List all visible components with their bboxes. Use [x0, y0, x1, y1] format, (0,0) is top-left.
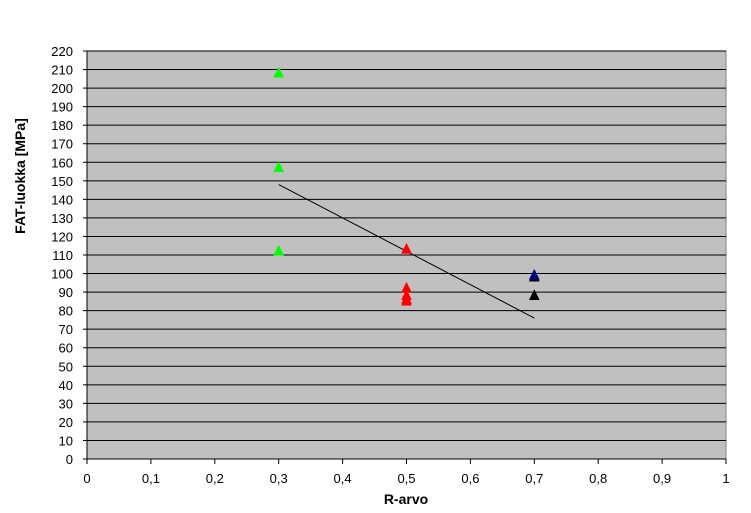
x-tick-label: 0,4: [334, 471, 352, 486]
y-tick-label: 0: [66, 452, 73, 467]
y-tick-label: 120: [51, 229, 73, 244]
data-point-triangle: [528, 268, 540, 280]
y-tick-label: 10: [59, 433, 73, 448]
y-tick-label: 140: [51, 192, 73, 207]
x-tick-label: 1: [722, 471, 729, 486]
y-tick-label: 190: [51, 100, 73, 115]
x-axis-title: R-arvo: [384, 491, 428, 507]
y-tick-label: 40: [59, 378, 73, 393]
y-tick-label: 110: [52, 248, 73, 263]
y-tick-label: 210: [51, 63, 73, 78]
gridlines: [87, 50, 726, 441]
x-tick-label: 0,6: [461, 471, 479, 486]
x-tick-label: 0,1: [142, 471, 160, 486]
y-tick-label: 30: [59, 396, 73, 411]
axes: [83, 50, 727, 464]
data-point-triangle: [273, 161, 285, 173]
y-tick-labels: 0 10 20 30 40 50 60 70 80 90 100 110 120 130 140 150 160…: [51, 44, 73, 467]
y-tick-label: 220: [51, 44, 73, 59]
y-tick-label: 170: [51, 137, 73, 152]
y-tick-label: 150: [51, 174, 73, 189]
data-point-triangle: [401, 242, 412, 254]
data-point-triangle: [528, 289, 540, 301]
y-tick-label: 160: [51, 155, 73, 170]
y-tick-label: 90: [59, 285, 73, 300]
y-tick-label: 180: [51, 118, 73, 133]
y-tick-label: 20: [59, 415, 73, 430]
x-tick-label: 0,2: [206, 471, 224, 486]
x-tick-label: 0,3: [270, 471, 288, 486]
data-point-triangle: [273, 66, 285, 78]
data-point-triangle: [401, 294, 412, 306]
y-tick-label: 80: [59, 304, 73, 319]
y-tick-label: 100: [51, 267, 73, 282]
y-tick-label: 70: [59, 322, 73, 337]
data-point-triangle: [273, 244, 285, 256]
x-tick-label: 0,8: [589, 471, 607, 486]
y-tick-label: 60: [59, 341, 73, 356]
y-tick-label: 50: [59, 359, 73, 374]
x-tick-label: 0,7: [525, 471, 543, 486]
y-tick-label: 200: [51, 81, 73, 96]
x-tick-label: 0: [83, 471, 90, 486]
data-points: [273, 66, 540, 306]
y-axis-title: FAT-luokka [MPa]: [12, 118, 28, 234]
x-tick-label: 0,9: [653, 471, 671, 486]
x-tick-label: 0,5: [397, 471, 415, 486]
y-tick-label: 130: [51, 211, 73, 226]
x-tick-labels: 0 0,1 0,2 0,3 0,4 0,5 0,6 0,7 0,8 0,9 1: [83, 471, 729, 486]
